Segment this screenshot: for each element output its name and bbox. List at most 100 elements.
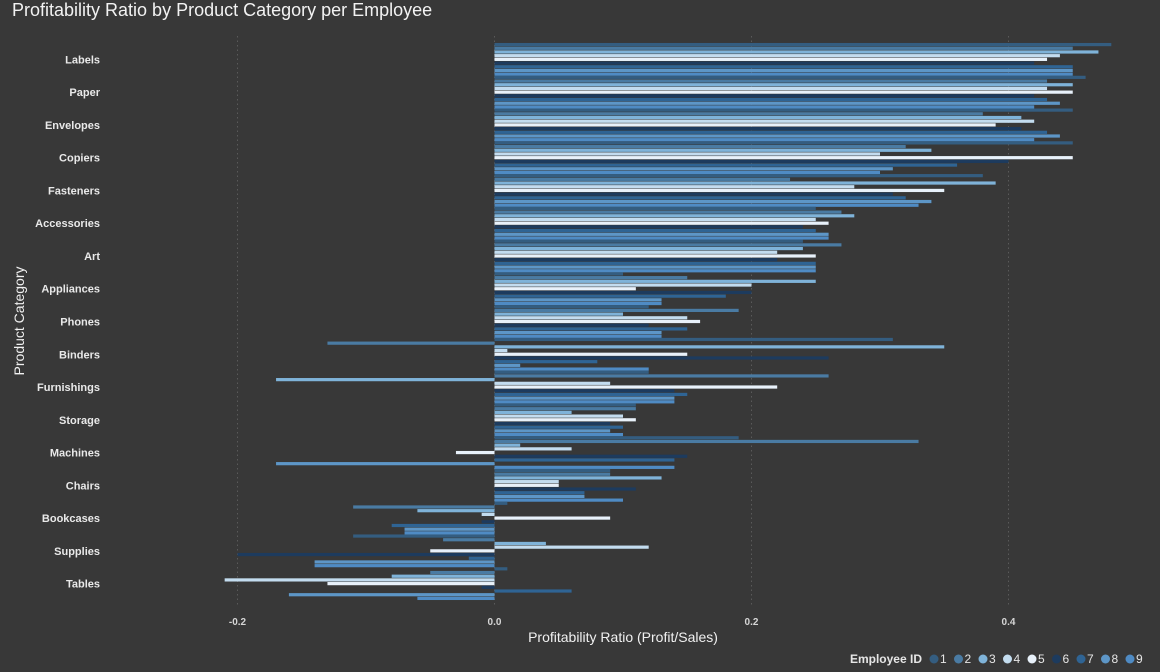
category-label: Copiers (59, 153, 100, 165)
x-tick-label: 0.2 (745, 617, 759, 628)
y-axis-title: Product Category (11, 267, 27, 376)
bar-storage-employee-8 (494, 429, 611, 433)
bar-accessories-employee-9 (494, 236, 829, 240)
category-label: Bookcases (42, 513, 100, 525)
bar-appliances-employee-3 (494, 279, 816, 283)
bar-supplies-employee-7 (468, 556, 495, 560)
bar-supplies-employee-3 (494, 541, 546, 546)
category-label: Storage (59, 415, 100, 427)
bar-art-employee-1 (494, 239, 803, 243)
bar-art-employee-6 (494, 258, 778, 262)
bar-supplies-employee-8 (314, 560, 495, 564)
bar-envelopes-employee-7 (494, 130, 1048, 134)
bar-binders-employee-4 (494, 348, 508, 353)
legend-swatch (1125, 654, 1135, 664)
bar-furnishings-employee-8 (494, 396, 675, 400)
bar-paper-employee-9 (494, 105, 1035, 109)
bar-storage-employee-2 (494, 407, 636, 411)
bar-labels-employee-3 (494, 50, 1099, 54)
bar-copiers-employee-1 (494, 141, 1073, 145)
bar-copiers-employee-9 (494, 170, 880, 175)
legend-label: 8 (1112, 652, 1119, 666)
bar-machines-employee-2 (494, 439, 919, 444)
bar-furnishings-employee-5 (494, 385, 778, 389)
legend-label: 5 (1038, 652, 1045, 666)
bar-paper-employee-7 (494, 97, 1048, 102)
bar-labels-employee-2 (494, 46, 1073, 50)
legend-item-2[interactable]: 2 (954, 652, 972, 666)
bar-accessories-employee-5 (494, 221, 829, 225)
bar-tables-employee-8 (288, 593, 495, 597)
x-tick-label: -0.2 (229, 617, 247, 628)
legend-item-4[interactable]: 4 (1003, 652, 1021, 666)
legend-label: 2 (965, 652, 972, 666)
bar-storage-employee-4 (494, 414, 623, 418)
legend-swatch (929, 654, 939, 664)
bar-tables-employee-6 (481, 585, 495, 589)
bar-fasteners-employee-2 (494, 177, 791, 181)
bar-furnishings-employee-9 (494, 400, 675, 404)
bar-storage-employee-3 (494, 410, 572, 414)
legend-label: 3 (989, 652, 996, 666)
bar-paper-employee-3 (494, 83, 1073, 87)
bar-accessories-employee-1 (494, 206, 816, 211)
bar-tables-employee-1 (494, 567, 508, 571)
bar-paper-employee-5 (494, 90, 1073, 94)
bar-paper-employee-1 (494, 75, 1086, 79)
bar-storage-employee-5 (494, 418, 636, 422)
bar-supplies-employee-2 (443, 538, 495, 542)
bar-appliances-employee-8 (494, 298, 662, 302)
legend-item-7[interactable]: 7 (1076, 652, 1095, 666)
bar-labels-employee-5 (494, 57, 1048, 61)
legend-label: 9 (1136, 652, 1143, 666)
bar-machines-employee-1 (494, 436, 739, 440)
legend-item-8[interactable]: 8 (1101, 652, 1119, 666)
bar-paper-employee-8 (494, 101, 1060, 105)
bar-tables-employee-3 (391, 574, 495, 578)
legend-title: Employee ID (850, 652, 922, 666)
bar-art-employee-8 (494, 265, 816, 269)
bar-fasteners-employee-9 (494, 203, 919, 207)
bar-chairs-employee-9 (494, 498, 623, 502)
bar-labels-employee-6 (494, 61, 1035, 65)
legend-swatch (1027, 654, 1037, 664)
bar-tables-employee-4 (224, 578, 495, 582)
legend-item-6[interactable]: 6 (1052, 652, 1070, 666)
bar-phones-employee-4 (494, 316, 688, 320)
bar-storage-employee-1 (494, 403, 636, 407)
bar-copiers-employee-5 (494, 156, 1073, 160)
bar-tables-employee-2 (430, 570, 495, 575)
bar-paper-employee-4 (494, 86, 1048, 91)
bar-chairs-employee-6 (494, 487, 636, 491)
bar-art-employee-5 (494, 254, 816, 258)
legend-swatch (1101, 654, 1110, 664)
chart-title: Profitability Ratio by Product Category … (12, 0, 433, 20)
bar-envelopes-employee-6 (494, 127, 1022, 131)
legend-swatch (1076, 654, 1086, 664)
bar-chairs-employee-8 (494, 494, 585, 499)
bar-phones-employee-3 (494, 312, 623, 316)
bar-machines-employee-5 (455, 450, 495, 455)
legend-item-9[interactable]: 9 (1125, 652, 1144, 666)
legend-swatch (978, 654, 988, 664)
legend-item-1[interactable]: 1 (929, 652, 948, 666)
legend-item-5[interactable]: 5 (1027, 652, 1046, 666)
bar-phones-employee-5 (494, 319, 701, 324)
bar-supplies-employee-9 (314, 564, 495, 568)
bar-bookcases-employee-2 (353, 505, 495, 509)
bar-furnishings-employee-4 (494, 381, 611, 385)
bar-art-employee-4 (494, 250, 778, 254)
bar-appliances-employee-6 (494, 290, 752, 295)
bar-art-employee-3 (494, 246, 803, 251)
legend-item-3[interactable]: 3 (978, 652, 997, 666)
bar-phones-employee-2 (494, 308, 739, 312)
bar-labels-employee-7 (494, 65, 1073, 69)
category-label: Labels (65, 54, 100, 66)
legend-label: 6 (1063, 652, 1070, 666)
category-label: Tables (66, 579, 100, 591)
bar-tables-employee-5 (327, 582, 495, 586)
bar-appliances-employee-5 (494, 287, 636, 291)
bar-storage-employee-6 (494, 421, 611, 426)
bar-copiers-employee-6 (494, 159, 1009, 163)
bar-envelopes-employee-9 (494, 138, 1035, 142)
